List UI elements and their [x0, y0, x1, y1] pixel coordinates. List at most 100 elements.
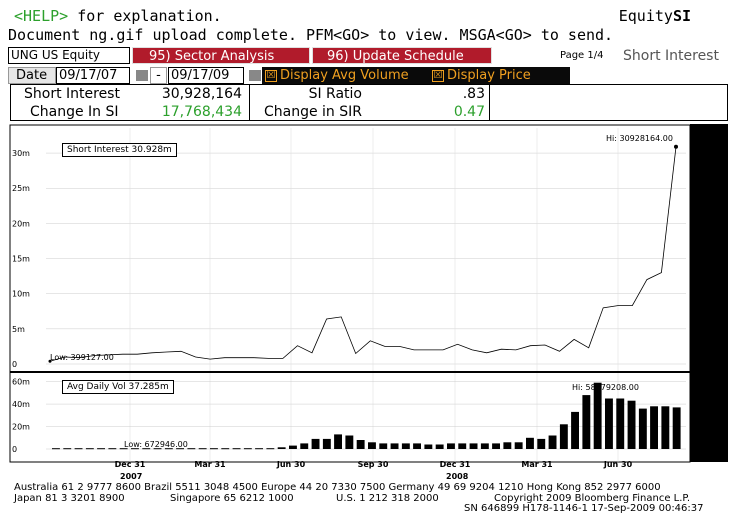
vol-bar — [74, 448, 83, 450]
vol-bar — [334, 434, 342, 449]
vol-bar — [627, 400, 636, 449]
si-ratio-label: SI Ratio — [308, 86, 362, 102]
vol-bar — [63, 448, 72, 450]
change-sir-value: 0.47 — [453, 104, 485, 120]
x-tick-label: Mar 31 — [521, 460, 553, 469]
vol-bar — [650, 406, 658, 449]
si-ytick: 5m — [12, 325, 25, 334]
vol-ytick: 40m — [12, 400, 30, 409]
vol-bar — [413, 443, 421, 449]
vol-bar — [289, 445, 297, 449]
x-tick-label: Dec 31 — [115, 460, 146, 469]
short-interest-label: Short Interest — [24, 86, 120, 102]
footer-session: SN 646899 H178-1146-1 17-Sep-2009 00:46:… — [464, 503, 704, 514]
vol-bar — [424, 444, 433, 449]
change-si-value: 17,768,434 — [161, 104, 242, 120]
vol-bar — [537, 438, 546, 449]
si-hi-label: Hi: 30928164.00 — [606, 134, 673, 143]
help-key[interactable]: <HELP> — [14, 7, 69, 25]
si-ytick: 20m — [12, 219, 30, 228]
vol-bar — [255, 448, 263, 450]
vol-bar — [379, 443, 388, 449]
x-tick-label: Jun 30 — [603, 460, 633, 469]
year-label: 2007 — [120, 472, 143, 481]
vol-bar — [616, 398, 625, 449]
vol-bar — [85, 448, 94, 450]
si-ytick: 15m — [12, 255, 30, 264]
display-price-label: Display Price — [447, 68, 531, 83]
footer-japan: Japan 81 3 3201 8900 — [14, 493, 125, 504]
footer-copyright: Copyright 2009 Bloomberg Finance L.P. — [494, 493, 691, 504]
vol-bar — [526, 437, 534, 449]
calendar-end-icon[interactable] — [249, 70, 261, 81]
checkbox-icon: ☒ — [432, 69, 444, 82]
display-price-toggle[interactable]: ☒ Display Price — [432, 68, 531, 83]
stats-divider — [489, 85, 490, 120]
screen-title: Short Interest — [623, 48, 719, 64]
vol-bar — [232, 448, 241, 450]
sector-analysis-button[interactable]: 95) Sector Analysis — [132, 47, 310, 64]
vol-bar — [277, 447, 286, 449]
vol-bar — [605, 398, 613, 449]
security-input[interactable]: UNG US Equity — [8, 47, 130, 64]
options-strip — [262, 67, 570, 84]
screen-code: EquitySI — [619, 7, 691, 25]
display-avg-volume-label: Display Avg Volume — [280, 68, 409, 83]
vol-bar — [593, 382, 602, 449]
vol-bar — [548, 435, 557, 449]
vol-bar — [559, 424, 568, 449]
year-label: 2008 — [446, 472, 469, 481]
vol-bar — [164, 448, 173, 450]
vol-bar — [176, 448, 184, 450]
function-code: SI — [672, 7, 691, 25]
vol-hi-label: Hi: 58779208.00 — [572, 383, 639, 392]
vol-bar — [243, 448, 252, 450]
si-ytick: 10m — [12, 290, 30, 299]
date-separator: - — [150, 67, 167, 84]
date-label: Date — [8, 67, 56, 84]
vol-bar — [221, 448, 230, 450]
equity-label: Equity — [618, 7, 673, 25]
vol-bar — [447, 443, 455, 449]
vol-bar — [469, 443, 478, 449]
side-scrollbar[interactable] — [690, 124, 728, 462]
vol-lo-label: Low: 672946.00 — [124, 440, 188, 449]
vol-bar — [492, 443, 500, 449]
vol-bar — [638, 408, 647, 449]
vol-bar — [503, 442, 512, 449]
si-lo-label: Low: 399127.00 — [50, 353, 114, 362]
page-indicator: Page 1/4 — [560, 50, 604, 61]
si-ytick: 0 — [12, 360, 17, 369]
vol-bar — [187, 448, 196, 450]
si-line-group — [48, 144, 678, 363]
vol-bar — [311, 438, 320, 449]
vol-bar — [368, 442, 376, 449]
vol-bar — [661, 406, 670, 449]
vol-labels: 0 20m 40m 60m Dec 31 Mar 31 Jun 30 Sep 30 Dec 31… — [12, 378, 633, 469]
chart-canvas: 0 5m 10m 15m 20m 25m 30m 0 20m 40m 60m Dec 31 Mar 3… — [9, 124, 691, 469]
start-date-input[interactable]: 09/17/07 — [56, 67, 130, 84]
calendar-start-icon[interactable] — [136, 70, 148, 81]
vol-bar — [131, 448, 139, 450]
change-si-label: Change In SI — [30, 104, 119, 120]
vol-bar — [153, 448, 162, 450]
end-date-input[interactable]: 09/17/09 — [168, 67, 244, 84]
x-tick-label: Dec 31 — [440, 460, 471, 469]
update-schedule-button[interactable]: 96) Update Schedule — [312, 47, 492, 64]
vol-bar — [210, 448, 218, 450]
vol-bar — [401, 443, 410, 449]
x-tick-label: Mar 31 — [194, 460, 226, 469]
short-interest-value: 30,928,164 — [161, 86, 242, 102]
vol-bar — [266, 448, 275, 450]
si-lo-marker — [48, 359, 52, 363]
vol-bar — [458, 443, 467, 449]
vol-legend: Avg Daily Vol 37.285m — [62, 380, 174, 394]
stats-panel — [10, 84, 728, 121]
vol-bar — [571, 411, 579, 449]
x-tick-label: Jun 30 — [276, 460, 306, 469]
help-line: <HELP> for explanation. — [14, 7, 222, 25]
display-avg-volume-toggle[interactable]: ☒ Display Avg Volume — [265, 68, 409, 83]
vol-bar — [480, 443, 489, 449]
vol-bar — [52, 448, 60, 450]
vol-bar-group — [52, 382, 681, 450]
